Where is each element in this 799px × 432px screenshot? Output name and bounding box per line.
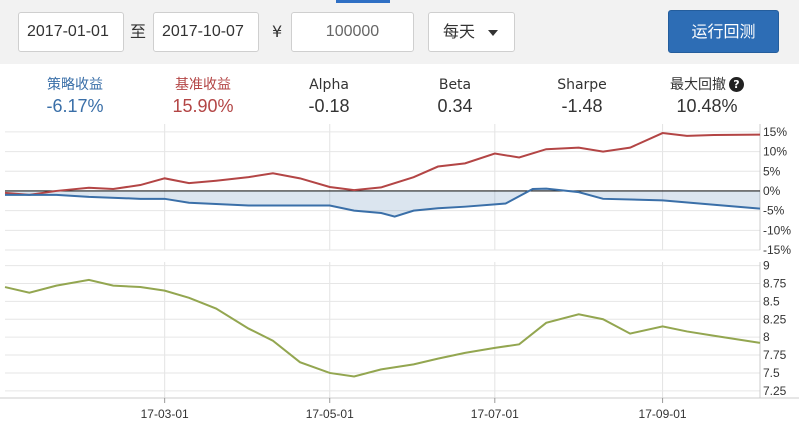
y-tick-label: 8.75 (763, 276, 787, 290)
stat-label: Beta (438, 77, 472, 93)
stat-value: -0.18 (308, 96, 350, 116)
stat-value: 0.34 (437, 96, 473, 116)
y-tick-label: 8 (763, 330, 770, 344)
y-tick-label: 10% (763, 145, 787, 159)
capital-input[interactable]: 100000 (291, 12, 414, 52)
stat-max-drawdown: 最大回撤? 10.48% (652, 76, 762, 117)
price-line (4, 278, 761, 378)
benchmark-line (4, 132, 761, 196)
frequency-select[interactable]: 每天 (428, 12, 515, 52)
run-backtest-button[interactable]: 运行回测 (668, 10, 779, 53)
returns-chart: 15% 10% 5% 0% -5% -10% -15% (4, 124, 791, 257)
stat-sharpe: Sharpe -1.48 (527, 76, 637, 117)
stat-label: 策略收益 (47, 77, 103, 93)
y-tick-label: 5% (763, 164, 781, 178)
stat-label-text: 最大回撤 (670, 77, 726, 93)
y-tick-label: 7.5 (763, 366, 780, 380)
question-circle-icon[interactable]: ? (729, 77, 744, 92)
stat-label: Alpha (309, 77, 349, 93)
x-tick-label: 17-09-01 (639, 407, 687, 421)
x-tick-label: 17-05-01 (306, 407, 354, 421)
strategy-line (5, 187, 761, 218)
backtest-chart[interactable]: 15% 10% 5% 0% -5% -10% -15% 9 8.75 8.5 8.25 8 7.75 7… (0, 124, 799, 432)
y-tick-label: 15% (763, 125, 787, 139)
stat-value: -6.17% (46, 96, 104, 116)
stat-beta: Beta 0.34 (400, 76, 510, 117)
stat-strategy-return: 策略收益 -6.17% (20, 76, 130, 117)
stat-label: 基准收益 (175, 77, 231, 93)
chevron-down-icon (488, 30, 498, 36)
price-chart: 9 8.75 8.5 8.25 8 7.75 7.5 7.25 17-03-01 17-05-01… (0, 259, 799, 421)
y-tick-label: 9 (763, 259, 770, 273)
frequency-select-value: 每天 (443, 22, 476, 41)
stat-value: 15.90% (172, 96, 234, 116)
y-tick-label: -15% (763, 243, 791, 257)
y-tick-label: 7.25 (763, 384, 787, 398)
y-tick-label: -5% (763, 204, 785, 218)
date-range-separator: 至 (130, 22, 147, 41)
stat-value: -1.48 (561, 96, 603, 116)
active-tab-indicator (336, 0, 390, 3)
x-tick-label: 17-07-01 (471, 407, 519, 421)
stat-label: 最大回撤? (652, 76, 762, 94)
stat-benchmark-return: 基准收益 15.90% (148, 76, 258, 117)
x-tick-label: 17-03-01 (141, 407, 189, 421)
currency-symbol: ¥ (272, 22, 283, 41)
y-tick-label: 8.5 (763, 294, 780, 308)
toolbar: 2017-01-01 至 2017-10-07 ¥ 100000 每天 运行回测 (0, 0, 799, 64)
stat-alpha: Alpha -0.18 (274, 76, 384, 117)
y-tick-label: 0% (763, 184, 781, 198)
start-date-input[interactable]: 2017-01-01 (18, 12, 124, 52)
y-tick-label: 7.75 (763, 348, 787, 362)
end-date-input[interactable]: 2017-10-07 (153, 12, 259, 52)
y-tick-label: -10% (763, 223, 791, 237)
stat-label: Sharpe (557, 77, 607, 93)
y-tick-label: 8.25 (763, 312, 787, 326)
stat-value: 10.48% (676, 96, 738, 116)
strategy-area (5, 188, 760, 217)
